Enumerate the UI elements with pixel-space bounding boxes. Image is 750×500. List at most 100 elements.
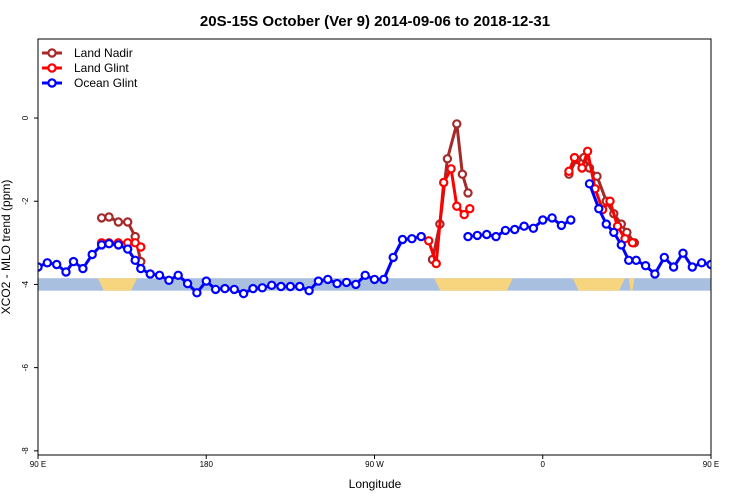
data-point (238, 288, 249, 299)
data-point (295, 281, 305, 292)
data-point (482, 229, 492, 240)
data-point (164, 275, 174, 285)
data-point (465, 203, 475, 214)
data-point (609, 227, 619, 238)
data-point (717, 268, 724, 275)
legend-label: Ocean Glint (74, 76, 138, 90)
data-point (267, 280, 277, 290)
data-point (556, 220, 567, 231)
data-point (439, 177, 449, 188)
data-point (68, 256, 79, 267)
data-point (78, 263, 88, 274)
data-point (616, 240, 627, 250)
data-point (446, 164, 456, 174)
y-axis: 0 -2 -4 -6 -8 (21, 115, 38, 454)
data-point (687, 262, 698, 272)
data-point (566, 215, 576, 225)
data-point (360, 270, 370, 280)
data-point (407, 233, 417, 244)
data-point (547, 213, 557, 223)
data-point (136, 263, 146, 274)
data-point (182, 278, 193, 289)
data-point (452, 201, 462, 211)
surface-type-band (38, 278, 711, 291)
data-point (379, 274, 389, 285)
data-point (61, 267, 71, 277)
legend-item: Ocean Glint (42, 76, 138, 90)
y-tick-label: 0 (21, 115, 30, 120)
series-layer (38, 119, 742, 299)
data-point (631, 255, 641, 265)
data-point (341, 277, 352, 288)
data-point (104, 212, 114, 222)
data-point (659, 252, 670, 263)
data-point (369, 274, 380, 285)
data-point (192, 288, 202, 298)
x-tick-label: 90 E (30, 460, 46, 469)
land-band-segment (628, 278, 635, 291)
x-axis: 90 E 180 90 W 0 90 E (30, 455, 719, 469)
data-point (457, 169, 468, 179)
data-point (173, 270, 183, 280)
data-point (697, 258, 707, 268)
data-point (113, 217, 124, 227)
data-point (87, 249, 97, 260)
data-point (463, 188, 473, 198)
data-point (122, 244, 133, 254)
data-point (201, 276, 211, 286)
data-point (564, 166, 574, 176)
data-point (577, 163, 587, 173)
y-tick-label: -6 (21, 364, 30, 372)
legend-item: Land Nadir (42, 46, 133, 60)
data-point (472, 230, 482, 241)
legend-label: Land Nadir (74, 46, 133, 60)
data-point (735, 265, 742, 272)
data-point (452, 119, 462, 129)
legend-item: Land Glint (42, 61, 129, 75)
data-point (113, 240, 124, 250)
data-point (491, 231, 501, 242)
data-point (538, 215, 548, 225)
data-point (601, 219, 612, 229)
data-point (154, 270, 165, 280)
data-point (706, 259, 711, 270)
data-point (594, 203, 604, 214)
data-point (519, 221, 529, 231)
data-point (145, 269, 155, 279)
x-tick-label: 90 E (703, 460, 719, 469)
x-tick-label: 180 (200, 460, 214, 469)
data-point (304, 286, 314, 296)
data-point (248, 283, 258, 294)
data-point (397, 234, 408, 245)
data-point (220, 283, 230, 294)
series-land-glint (96, 146, 638, 269)
data-point (569, 152, 580, 163)
data-point (52, 259, 62, 270)
land-band-segment (434, 278, 513, 291)
data-point (323, 274, 333, 285)
data-point (136, 242, 146, 252)
data-point (229, 284, 239, 295)
data-point (624, 255, 634, 265)
legend-marker (47, 63, 57, 73)
data-point (104, 238, 114, 249)
data-point (351, 279, 361, 290)
data-point (463, 231, 473, 242)
data-point (285, 281, 296, 292)
series-ocean-glint (38, 179, 742, 299)
data-point (510, 224, 520, 235)
y-tick-label: -2 (21, 197, 30, 205)
data-point (122, 217, 133, 227)
data-point (668, 262, 679, 272)
data-point (678, 248, 688, 258)
legend-marker (47, 78, 57, 88)
legend-label: Land Glint (74, 61, 129, 75)
y-tick-label: -4 (21, 280, 30, 288)
data-point (388, 252, 398, 263)
data-point (442, 154, 453, 164)
data-point (424, 236, 434, 246)
x-axis-label: Longitude (349, 477, 402, 491)
data-point (130, 255, 140, 265)
